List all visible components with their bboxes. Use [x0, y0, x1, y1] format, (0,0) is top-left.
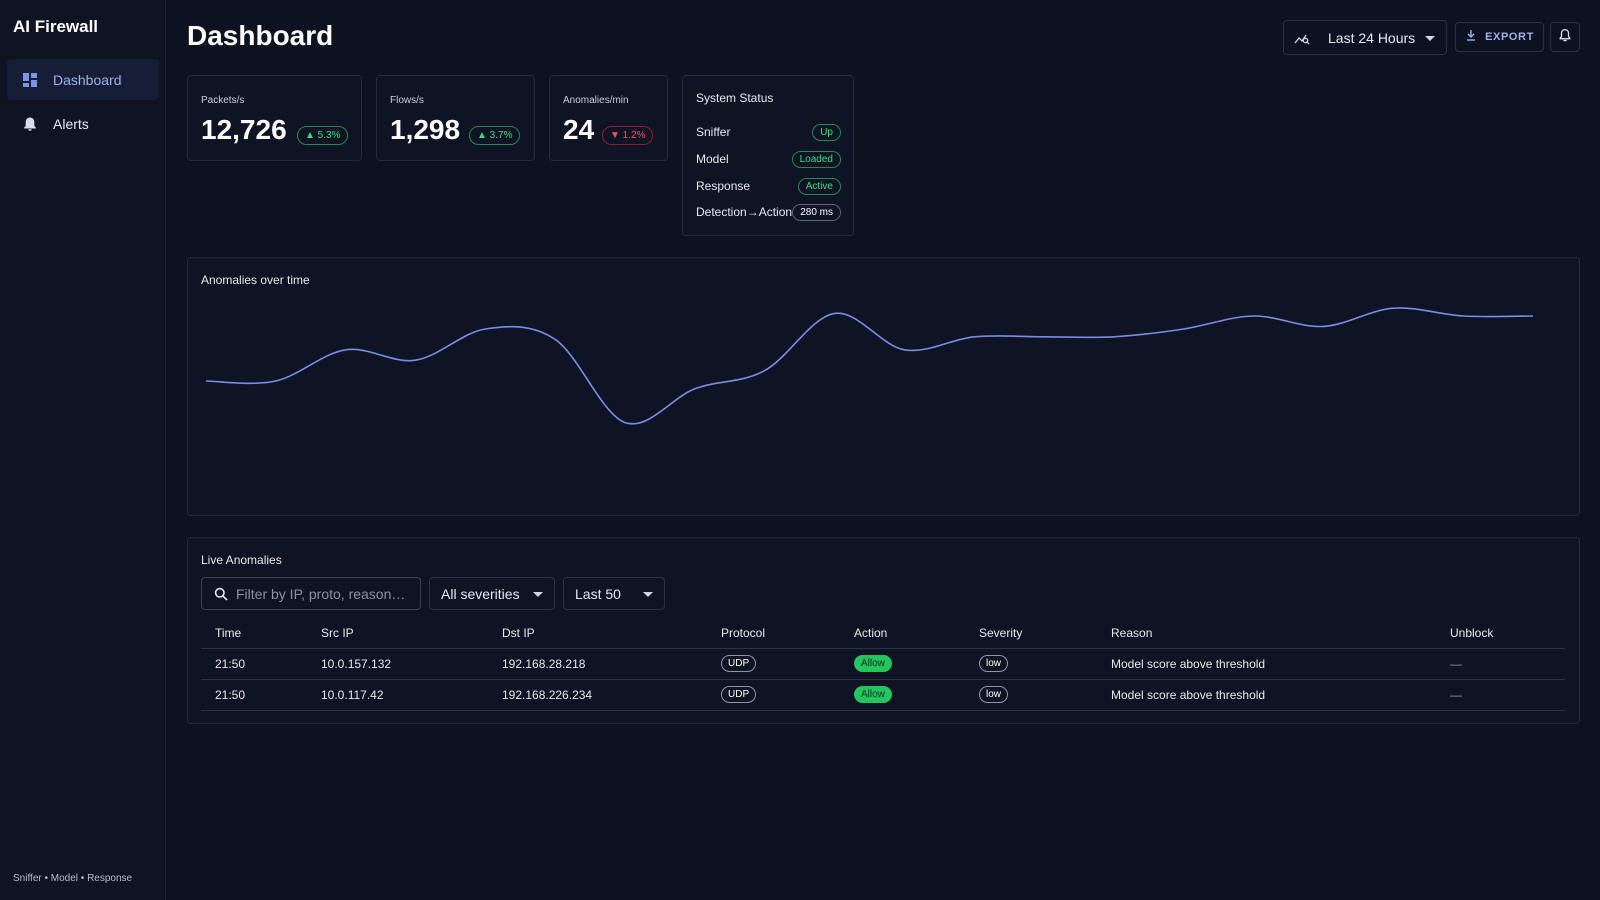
limit-select-label: Last 50 [575, 585, 621, 602]
chevron-down-icon [533, 592, 543, 597]
cell-src-ip: 10.0.117.42 [307, 679, 488, 711]
severity-badge: low [979, 655, 1009, 672]
export-label: EXPORT [1485, 31, 1534, 43]
status-row-latency: Detection→Action 280 ms [696, 202, 841, 222]
column-header-action[interactable]: Action [840, 618, 965, 649]
time-range-label: Last 24 Hours [1328, 29, 1416, 46]
chevron-down-icon [1425, 36, 1435, 41]
notifications-button[interactable] [1550, 22, 1580, 52]
cell-dst-ip: 192.168.28.218 [488, 648, 707, 680]
kpi-value: 1,298 [390, 114, 461, 145]
kpi-delta-badge: ▲ 3.7% [469, 126, 521, 145]
cell-src-ip: 10.0.157.132 [307, 648, 488, 680]
sidebar-item-label: Alerts [53, 115, 89, 132]
sidebar-item-label: Dashboard [53, 71, 122, 88]
latency-badge: 280 ms [792, 203, 841, 221]
filter-input[interactable] [236, 585, 416, 602]
sidebar-footer-status: Sniffer • Model • Response [13, 873, 133, 884]
severity-badge: low [979, 686, 1009, 703]
kpi-delta-badge: ▲ 5.3% [297, 126, 349, 145]
action-badge: Allow [854, 655, 892, 672]
page-title: Dashboard [187, 20, 334, 51]
chevron-down-icon [643, 592, 653, 597]
app-title: AI Firewall [13, 17, 99, 36]
sidebar: AI Firewall Dashboard Alerts Sniffer • M… [0, 0, 166, 900]
severity-select[interactable]: All severities [429, 577, 555, 610]
kpi-label: Anomalies/min [563, 95, 629, 106]
column-header-src-ip[interactable]: Src IP [307, 618, 488, 649]
bell-icon [22, 116, 38, 132]
column-header-reason[interactable]: Reason [1097, 618, 1436, 649]
download-icon [1465, 28, 1477, 46]
kpi-delta-badge: ▼ 1.2% [602, 126, 654, 145]
action-badge: Allow [854, 686, 892, 703]
table-header-row: Time Src IP Dst IP Protocol Action Sever… [201, 618, 1565, 649]
cell-reason: Model score above threshold [1097, 648, 1436, 680]
cell-time: 21:50 [201, 679, 307, 711]
cell-protocol: UDP [707, 679, 840, 711]
protocol-badge: UDP [721, 686, 757, 703]
status-row-response: Response Active [696, 176, 841, 196]
export-button[interactable]: EXPORT [1455, 22, 1544, 52]
table-row[interactable]: 21:50 10.0.157.132 192.168.28.218 UDP Al… [201, 648, 1565, 680]
status-badge: Active [797, 177, 841, 195]
dashboard-grid-icon [22, 72, 38, 88]
live-anomalies-title: Live Anomalies [201, 553, 282, 567]
chart-title: Anomalies over time [201, 273, 310, 287]
system-status-card: System Status Sniffer Up Model Loaded Re… [682, 75, 854, 236]
live-anomalies-card: Live Anomalies All severities Last 50 Ti… [187, 537, 1580, 724]
cell-severity: low [965, 648, 1097, 680]
cell-unblock: — [1436, 679, 1565, 711]
cell-reason: Model score above threshold [1097, 679, 1436, 711]
filter-field[interactable] [201, 577, 421, 610]
protocol-badge: UDP [721, 655, 757, 672]
kpi-value: 24 [563, 114, 595, 145]
status-row-model: Model Loaded [696, 149, 841, 169]
status-label: Detection→Action [696, 205, 793, 219]
severity-select-label: All severities [441, 585, 520, 602]
sidebar-item-alerts[interactable]: Alerts [7, 103, 159, 144]
column-header-dst-ip[interactable]: Dst IP [488, 618, 707, 649]
cell-unblock: — [1436, 648, 1565, 680]
sidebar-item-dashboard[interactable]: Dashboard [7, 59, 159, 100]
table-row[interactable]: 21:50 10.0.117.42 192.168.226.234 UDP Al… [201, 679, 1565, 711]
kpi-label: Flows/s [390, 95, 424, 106]
cell-protocol: UDP [707, 648, 840, 680]
chart-search-icon [1294, 30, 1310, 46]
status-badge: Loaded [791, 150, 841, 168]
column-header-severity[interactable]: Severity [965, 618, 1097, 649]
status-label: Sniffer [696, 125, 731, 139]
bell-outline-icon [1558, 28, 1572, 47]
anomalies-line-chart [205, 307, 1534, 425]
system-status-title: System Status [696, 91, 774, 105]
anomalies-table: Time Src IP Dst IP Protocol Action Sever… [201, 618, 1565, 711]
series-line-0 [205, 307, 1534, 425]
status-row-sniffer: Sniffer Up [696, 122, 841, 142]
column-header-unblock[interactable]: Unblock [1436, 618, 1565, 649]
cell-time: 21:50 [201, 648, 307, 680]
column-header-time[interactable]: Time [201, 618, 307, 649]
cell-dst-ip: 192.168.226.234 [488, 679, 707, 711]
limit-select[interactable]: Last 50 [563, 577, 665, 610]
kpi-label: Packets/s [201, 95, 245, 106]
time-range-select[interactable]: Last 24 Hours [1283, 20, 1447, 55]
status-label: Model [696, 152, 729, 166]
status-label: Response [696, 179, 751, 193]
search-icon [214, 587, 228, 601]
kpi-value: 12,726 [201, 114, 287, 145]
cell-severity: low [965, 679, 1097, 711]
kpi-card-packets: Packets/s 12,726 ▲ 5.3% [187, 75, 362, 161]
status-badge: Up [812, 123, 841, 141]
kpi-card-flows: Flows/s 1,298 ▲ 3.7% [376, 75, 535, 161]
anomalies-chart-card: Anomalies over time [187, 257, 1580, 516]
cell-action: Allow [840, 648, 965, 680]
column-header-protocol[interactable]: Protocol [707, 618, 840, 649]
kpi-card-anomalies: Anomalies/min 24 ▼ 1.2% [549, 75, 668, 161]
cell-action: Allow [840, 679, 965, 711]
